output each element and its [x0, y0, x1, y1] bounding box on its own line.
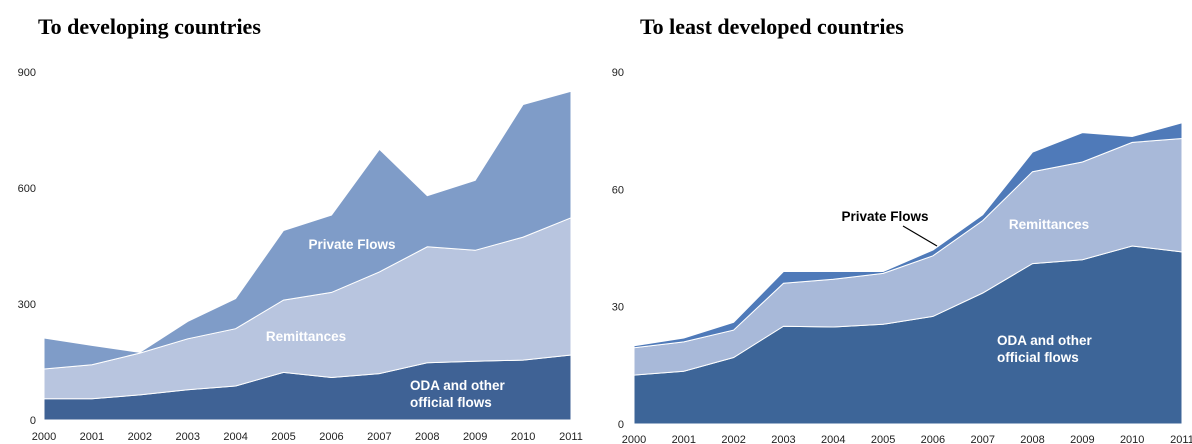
x-tick-label: 2005 — [871, 434, 895, 444]
area-annotation-label: ODA and other — [997, 333, 1092, 348]
x-tick-label: 2008 — [1020, 434, 1044, 444]
y-tick-label: 300 — [18, 299, 36, 311]
x-tick-label: 2007 — [970, 434, 994, 444]
area-annotation-label: Remittances — [1009, 217, 1089, 232]
x-tick-label: 2006 — [319, 431, 343, 443]
x-tick-label: 2011 — [1170, 434, 1192, 444]
chart-title: To developing countries — [38, 14, 261, 39]
x-tick-label: 2010 — [1120, 434, 1144, 444]
chart-title: To least developed countries — [640, 14, 904, 39]
x-tick-label: 2008 — [415, 431, 439, 443]
chart-panel-least-developed: To least developed countries 0 30 60 90 2000… — [596, 0, 1192, 444]
area-private-flows — [633, 122, 1183, 349]
y-tick-label: 90 — [612, 67, 624, 79]
x-tick-label: 2003 — [771, 434, 795, 444]
x-tick-label: 2006 — [921, 434, 945, 444]
y-tick-label: 0 — [30, 415, 36, 427]
x-tick-label: 2004 — [223, 431, 247, 443]
chart-panel-developing: To developing countries 0 300 600 900 2000 20… — [18, 14, 583, 443]
x-tick-label: 2005 — [271, 431, 295, 443]
area-private-flows — [43, 90, 572, 370]
y-tick-label: 900 — [18, 67, 36, 79]
y-tick-label: 30 — [612, 302, 624, 314]
x-tick-label: 2011 — [559, 431, 583, 443]
x-tick-label: 2001 — [80, 431, 104, 443]
area-annotation-label: Private Flows — [308, 237, 395, 252]
x-tick-label: 2000 — [32, 431, 56, 443]
x-tick-label: 2004 — [821, 434, 845, 444]
x-tick-label: 2002 — [128, 431, 152, 443]
x-tick-label: 2002 — [721, 434, 745, 444]
x-tick-label: 2009 — [1070, 434, 1094, 444]
area-annotation-label: official flows — [997, 350, 1079, 365]
y-tick-label: 600 — [18, 183, 36, 195]
area-chart-least-developed: 0 30 60 90 2000 2001 2002 2003 2004 2005 2006 2007 2… — [612, 67, 1192, 444]
area-annotation-label: Private Flows — [841, 209, 928, 224]
y-tick-label: 0 — [618, 419, 624, 431]
area-annotation-label: ODA and other — [410, 378, 505, 393]
private-flows-leader-line — [902, 225, 938, 247]
y-tick-label: 60 — [612, 184, 624, 196]
area-annotation-label: Remittances — [266, 329, 346, 344]
x-tick-label: 2003 — [175, 431, 199, 443]
area-chart-developing: 0 300 600 900 2000 2001 2002 2003 2004 2005 2006 20… — [18, 67, 583, 443]
x-tick-label: 2000 — [622, 434, 646, 444]
area-annotation-label: official flows — [410, 395, 492, 410]
x-tick-label: 2001 — [672, 434, 696, 444]
x-tick-label: 2007 — [367, 431, 391, 443]
x-tick-label: 2009 — [463, 431, 487, 443]
x-tick-label: 2010 — [511, 431, 535, 443]
